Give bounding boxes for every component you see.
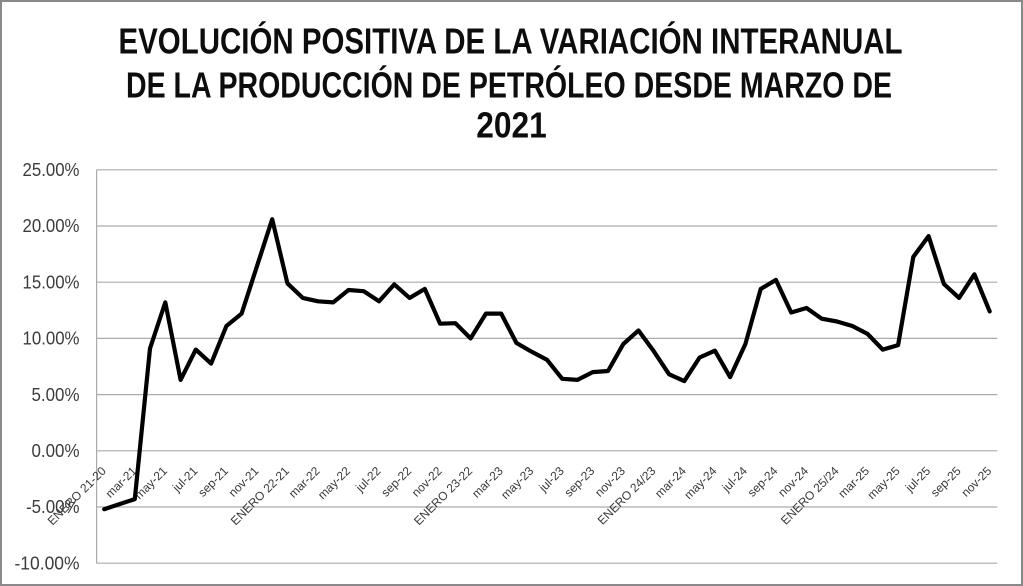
svg-text:5.00%: 5.00% <box>32 385 80 405</box>
svg-text:-5.00%: -5.00% <box>26 497 80 517</box>
svg-text:-10.00%: -10.00% <box>15 553 80 573</box>
svg-text:DE LA PRODUCCIÓN DE PETRÓLEO D: DE LA PRODUCCIÓN DE PETRÓLEO DESDE MARZO… <box>126 63 892 105</box>
svg-text:20.00%: 20.00% <box>23 216 80 236</box>
svg-text:15.00%: 15.00% <box>23 272 80 292</box>
svg-text:EVOLUCIÓN POSITIVA DE LA VARIA: EVOLUCIÓN POSITIVA DE LA VARIACIÓN INTER… <box>119 20 903 62</box>
svg-text:10.00%: 10.00% <box>23 329 80 349</box>
svg-text:25.00%: 25.00% <box>23 160 80 180</box>
svg-text:0.00%: 0.00% <box>32 441 80 461</box>
svg-text:2021: 2021 <box>476 105 547 146</box>
